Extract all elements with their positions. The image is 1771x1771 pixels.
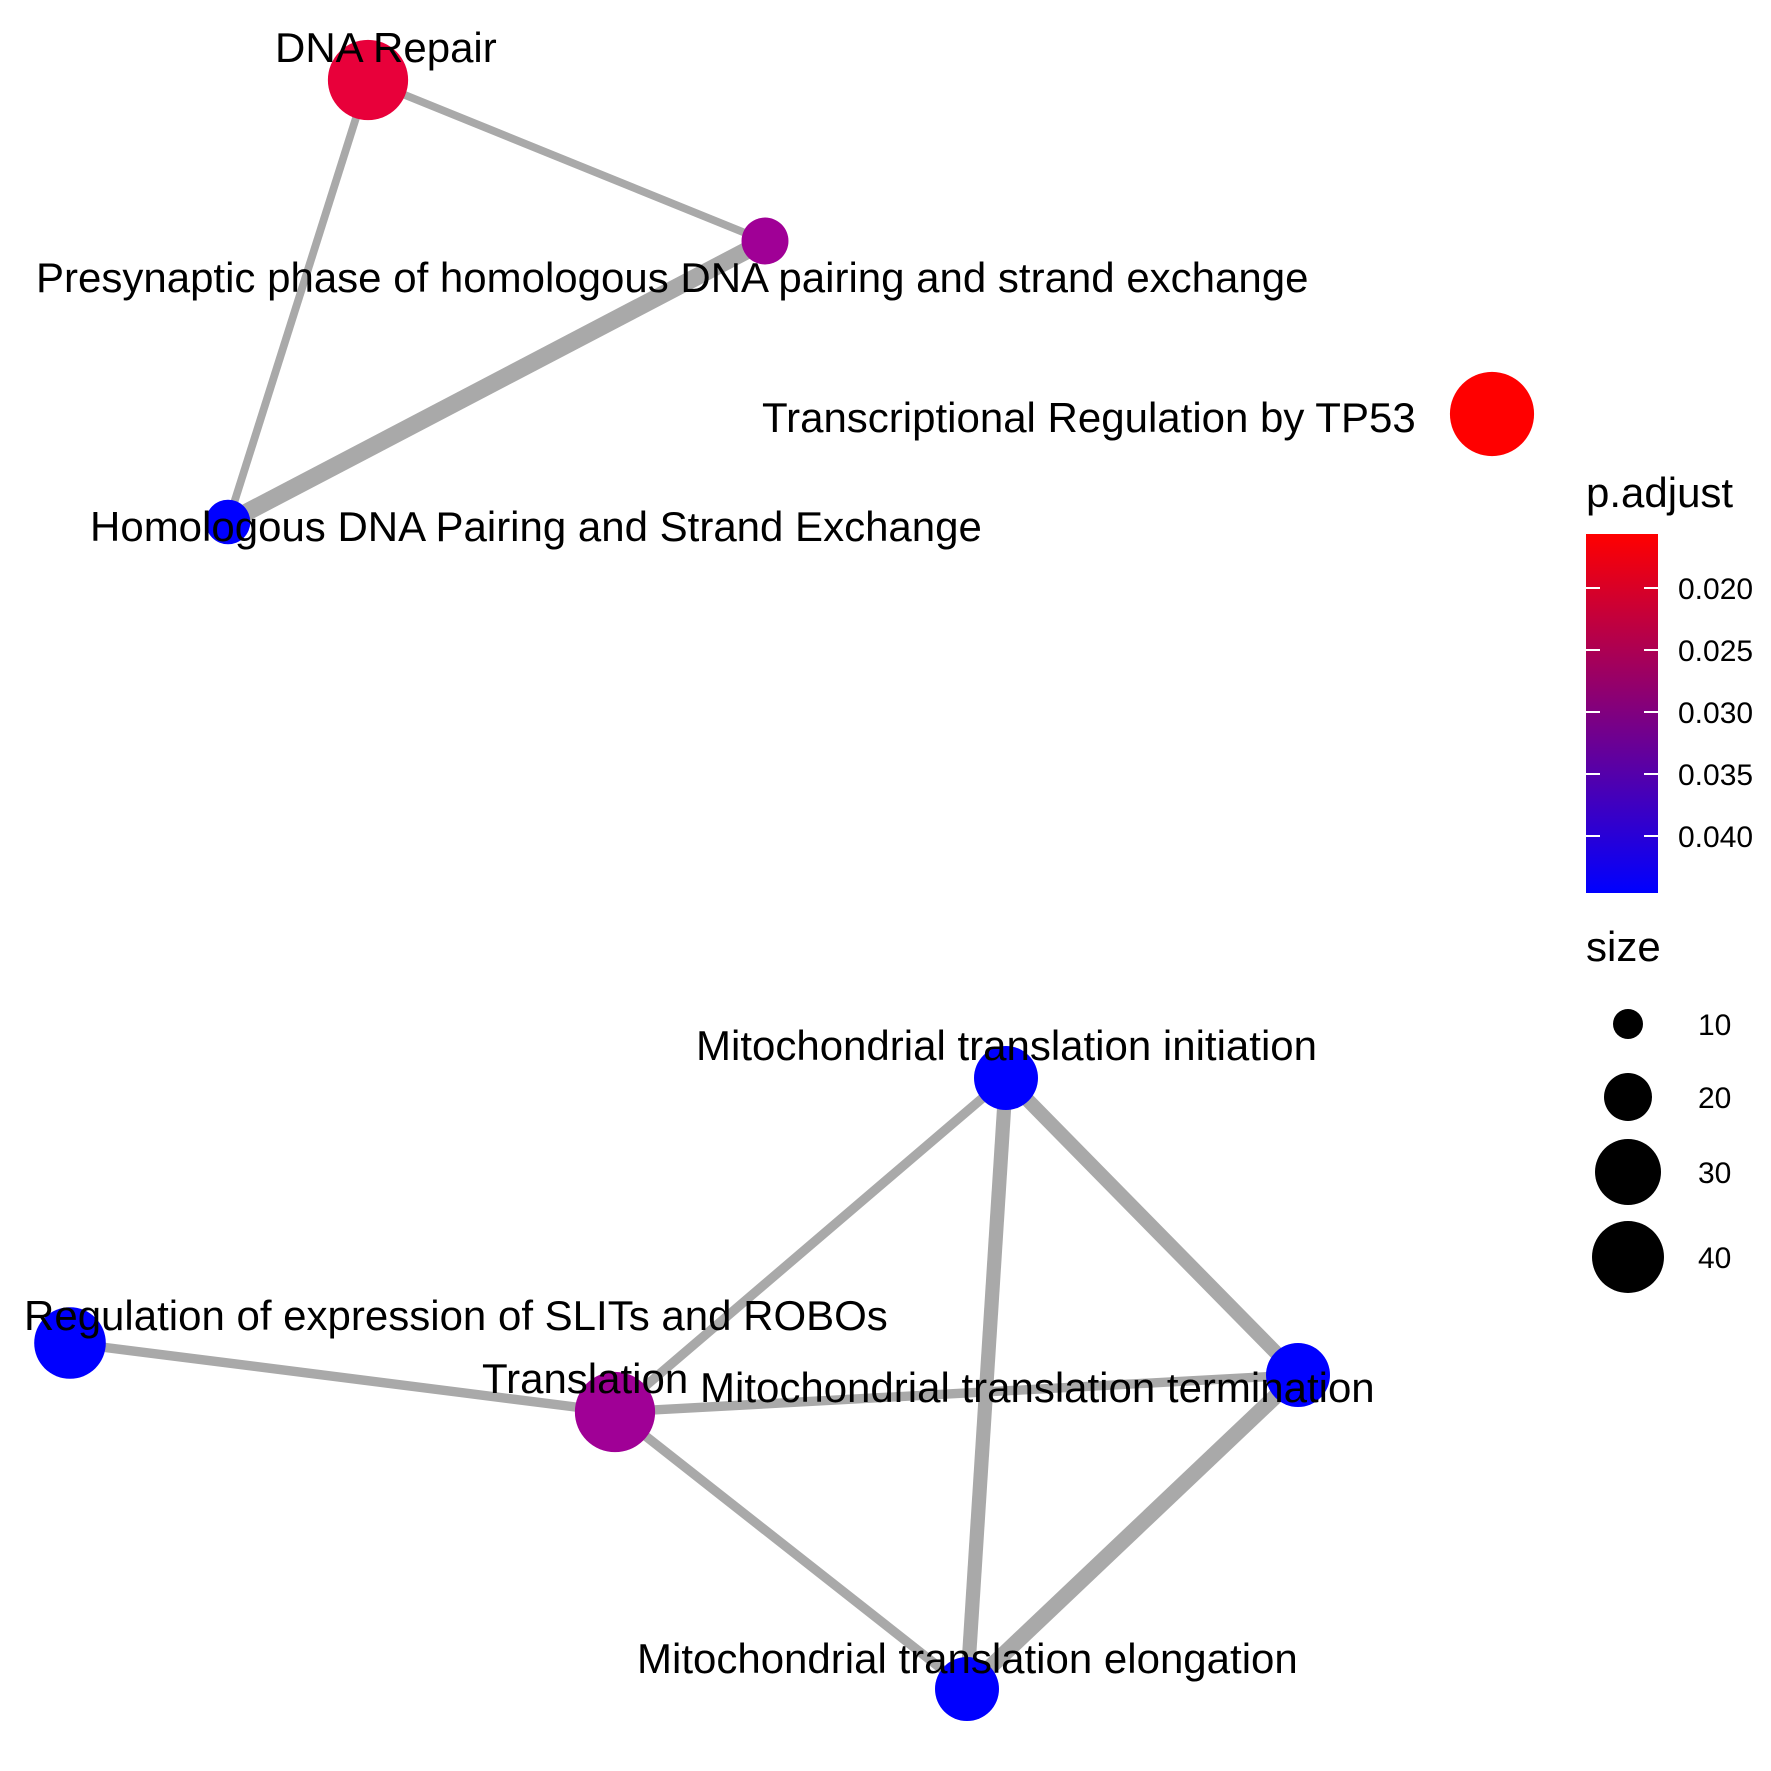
node-label-mito-elong: Mitochondrial translation elongation — [637, 1635, 1298, 1682]
node-label-slits: Regulation of expression of SLITs and RO… — [24, 1292, 888, 1339]
edges-layer — [69, 76, 1304, 1695]
edge-mito-init-mito-elong — [959, 1077, 1014, 1690]
node-label-presynaptic: Presynaptic phase of homologous DNA pair… — [36, 254, 1308, 301]
size-legend-dot — [1613, 1009, 1643, 1039]
size-legend-title: size — [1586, 923, 1661, 970]
node-translation — [574, 1371, 656, 1453]
node-presynaptic — [741, 217, 789, 265]
color-tick-label: 0.040 — [1678, 821, 1753, 854]
node-homologous — [205, 499, 251, 545]
color-tick-label: 0.020 — [1678, 573, 1753, 606]
edge-mito-init-translation — [611, 1074, 1010, 1416]
size-legend-dot — [1604, 1073, 1652, 1121]
color-tick-label: 0.025 — [1678, 635, 1753, 668]
color-legend: p.adjust 0.020 0.025 0.030 0.035 0.040 — [1586, 469, 1753, 893]
node-label-mito-term: Mitochondrial translation termination — [700, 1364, 1375, 1411]
node-dna-repair — [327, 39, 409, 121]
size-legend: size 10 20 30 40 — [1586, 923, 1731, 1293]
node-mito-init — [974, 1046, 1038, 1110]
color-legend-gradient-bar — [1586, 534, 1658, 893]
size-legend-label: 10 — [1698, 1009, 1731, 1042]
edge-dna-repair-homologous — [224, 78, 372, 524]
edge-mito-init-mito-term — [1000, 1073, 1304, 1380]
node-label-homologous: Homologous DNA Pairing and Strand Exchan… — [90, 503, 982, 550]
edge-dna-repair-presynaptic — [366, 76, 767, 245]
size-legend-label: 20 — [1698, 1082, 1731, 1115]
edge-slits-translation — [69, 1338, 616, 1417]
size-legend-dot — [1595, 1139, 1661, 1205]
node-mito-elong — [935, 1657, 999, 1721]
color-tick-label: 0.030 — [1678, 697, 1753, 730]
size-legend-label: 30 — [1698, 1157, 1731, 1190]
labels-layer: DNA Repair Presynaptic phase of homologou… — [24, 24, 1416, 1682]
color-legend-title: p.adjust — [1586, 469, 1733, 516]
node-mito-term — [1266, 1343, 1330, 1407]
node-label-mito-init: Mitochondrial translation initiation — [696, 1022, 1317, 1069]
node-tp53 — [1449, 371, 1535, 457]
edge-mito-term-mito-elong — [961, 1369, 1304, 1695]
edge-translation-mito-elong — [612, 1408, 970, 1693]
edge-translation-mito-term — [614, 1370, 1299, 1417]
node-label-tp53: Transcriptional Regulation by TP53 — [762, 394, 1416, 441]
size-legend-label: 40 — [1698, 1242, 1731, 1275]
node-label-translation: Translation — [482, 1355, 688, 1402]
edge-presynaptic-homologous — [223, 233, 770, 530]
node-slits — [34, 1307, 106, 1379]
color-tick-label: 0.035 — [1678, 759, 1753, 792]
size-legend-dot — [1592, 1221, 1664, 1293]
nodes-layer — [34, 39, 1535, 1721]
node-label-dna-repair: DNA Repair — [275, 24, 497, 71]
